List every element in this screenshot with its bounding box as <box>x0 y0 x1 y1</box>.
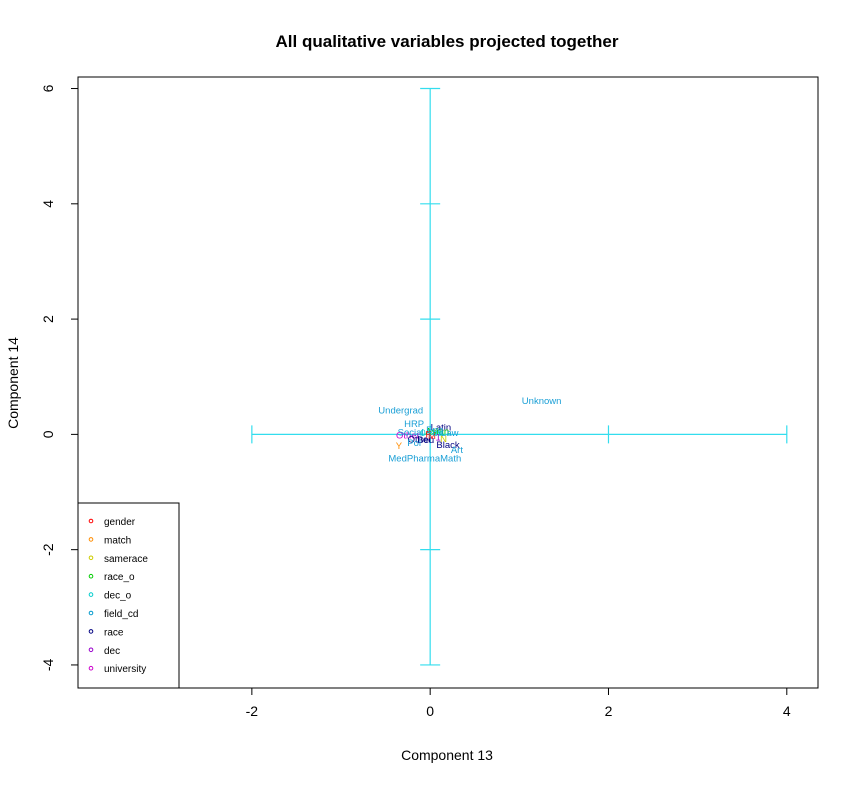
point-label: 0 <box>420 428 425 439</box>
legend-entry: race_o <box>104 572 135 583</box>
legend-entry: race <box>104 627 124 638</box>
legend-marker <box>88 573 94 579</box>
legend: gender match samerace race_o dec_o field_cdra… <box>77 502 180 689</box>
point-label: Y <box>396 441 403 452</box>
point-label: Art <box>451 445 464 456</box>
y-tick-label: -4 <box>40 659 56 672</box>
point-label: Latin <box>431 422 452 433</box>
legend-entry: dec <box>104 646 120 657</box>
point-label: HRP <box>404 419 424 430</box>
legend-marker <box>88 629 94 634</box>
legend-entry: field_cd <box>104 609 138 620</box>
legend-entry: samerace <box>104 554 148 565</box>
point-label: Beu <box>417 435 434 446</box>
chart-title: All qualitative variables projected toge… <box>276 32 619 51</box>
y-tick-label: 2 <box>40 315 56 323</box>
point-label: Unknown <box>522 396 562 407</box>
legend-marker <box>88 610 94 616</box>
point-label: 1 <box>436 432 441 443</box>
point-label: N <box>440 434 447 445</box>
x-axis: -2 0 2 4 <box>246 688 791 719</box>
y-axis-label: Component 14 <box>5 337 21 429</box>
point-label: Other <box>408 435 432 446</box>
x-tick-label: 0 <box>426 703 434 719</box>
y-tick-label: 6 <box>40 84 56 92</box>
y-tick-label: 0 <box>40 430 56 438</box>
x-tick-label: 4 <box>783 703 791 719</box>
point-label: Pol <box>407 438 421 449</box>
y-axis: -4 -2 0 2 4 6 <box>40 84 78 671</box>
y-tick-label: -2 <box>40 543 56 556</box>
legend-entry: university <box>104 664 146 675</box>
point-label: Undergrad <box>378 406 423 417</box>
point-label: Asian <box>425 426 449 437</box>
legend-marker <box>88 555 94 561</box>
point-label: MedPharmaMath <box>388 454 461 465</box>
legend-entry: match <box>104 535 131 546</box>
legend-marker <box>88 537 94 542</box>
x-axis-label: Component 13 <box>401 747 493 763</box>
legend-entry: gender <box>104 517 136 528</box>
x-tick-label: -2 <box>246 703 259 719</box>
point-label: F <box>425 429 431 440</box>
legend-box <box>77 502 180 689</box>
legend-marker <box>88 647 94 653</box>
point-label: Yes <box>427 428 443 439</box>
legend-marker <box>88 592 94 597</box>
point-label: Law <box>441 428 459 439</box>
point-label: Black <box>436 440 459 451</box>
legend-marker <box>88 665 94 671</box>
point-label: Eng <box>426 425 443 436</box>
point-label: Social <box>398 428 424 439</box>
point-label: M <box>428 431 436 442</box>
x-tick-label: 2 <box>605 703 613 719</box>
point-label: Other <box>396 431 420 442</box>
plot-area <box>77 76 819 689</box>
y-tick-label: 4 <box>40 200 56 208</box>
legend-marker <box>88 518 94 524</box>
legend-entry: dec_o <box>104 591 132 602</box>
crosshair <box>251 87 788 666</box>
